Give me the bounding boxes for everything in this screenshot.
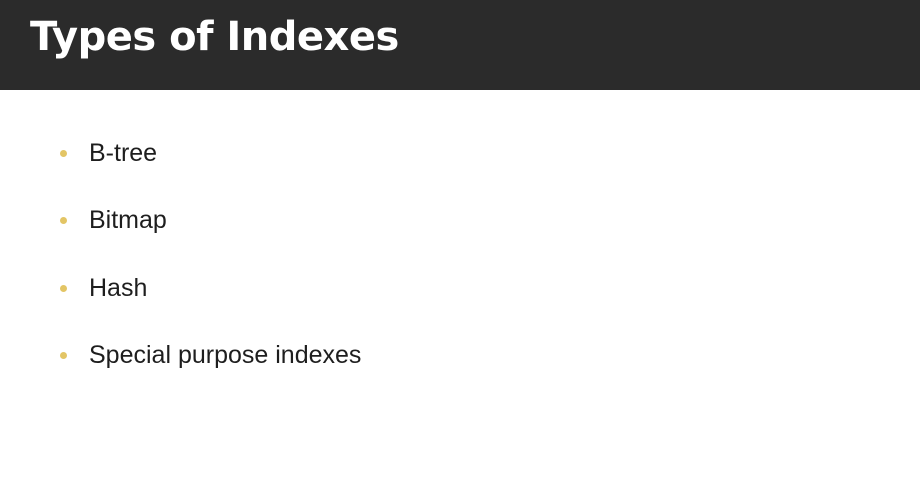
bullet-dot-icon (60, 217, 67, 224)
bullet-text: Hash (89, 271, 147, 305)
bullet-item-special-purpose: Special purpose indexes (0, 338, 600, 372)
bullet-item-b-tree: B-tree (0, 136, 600, 170)
bullet-dot-icon (60, 352, 67, 359)
bullet-dot-icon (60, 150, 67, 157)
bullet-item-bitmap: Bitmap (0, 203, 600, 237)
title-bar: Types of Indexes (0, 0, 920, 90)
bullet-text: B-tree (89, 136, 157, 170)
bullet-item-hash: Hash (0, 271, 600, 305)
bullet-text: Special purpose indexes (89, 338, 361, 372)
slide-title: Types of Indexes (30, 10, 399, 64)
bullet-dot-icon (60, 285, 67, 292)
bullet-text: Bitmap (89, 203, 167, 237)
